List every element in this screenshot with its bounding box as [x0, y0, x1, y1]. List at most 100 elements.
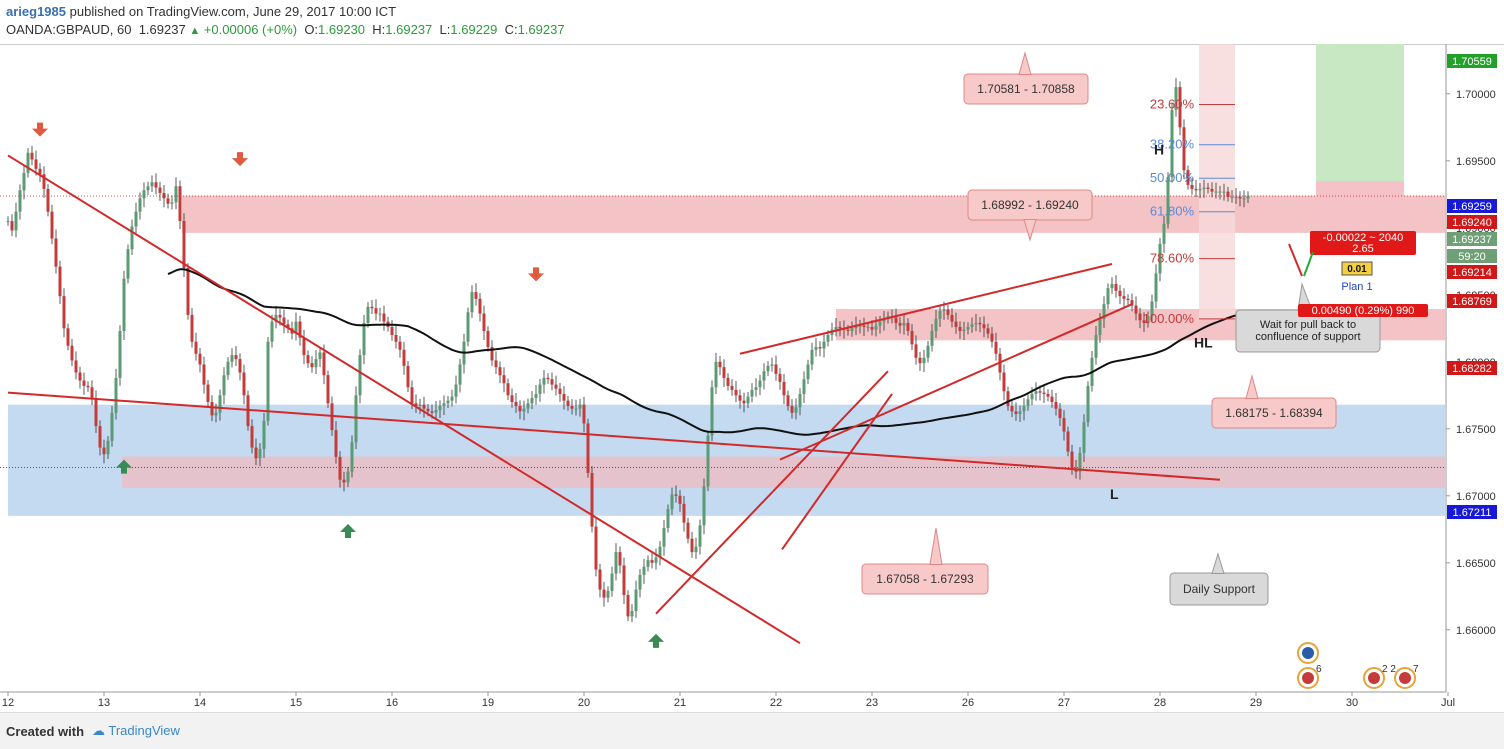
candle-body — [738, 395, 742, 401]
candle-body — [498, 367, 502, 376]
candle-body — [346, 471, 350, 483]
candle-body — [1050, 396, 1054, 402]
candle-body — [1006, 391, 1010, 407]
candle-body — [818, 347, 822, 349]
candle-body — [1174, 87, 1178, 110]
tradingview-logo[interactable]: ☁ TradingView — [92, 721, 180, 738]
projection-arrow-up — [1303, 251, 1314, 277]
candle-body — [354, 395, 358, 443]
candle-body — [690, 538, 694, 553]
event-count: 2 2 — [1382, 664, 1396, 675]
price-label-text: 1.67211 — [1453, 507, 1492, 519]
trend-line — [781, 393, 893, 550]
stop-badge — [1298, 304, 1428, 317]
candle-body — [54, 238, 58, 267]
sell-arrow-icon — [32, 122, 48, 137]
candle-body — [398, 341, 402, 350]
publish-info: published on TradingView.com, June 29, 2… — [69, 4, 397, 19]
price-label-badge — [1447, 232, 1497, 246]
candle-body — [694, 546, 698, 553]
candle-body — [534, 393, 538, 398]
candle-body — [1030, 393, 1034, 400]
price-label-badge — [1447, 54, 1497, 68]
candle-body — [1150, 301, 1154, 317]
candle-body — [986, 328, 990, 334]
candle-body — [782, 381, 786, 396]
price-label-text: 1.69214 — [1452, 267, 1492, 279]
open-label: O: — [304, 22, 319, 37]
zone-callout-label: 1.67058 - 1.67293 — [876, 572, 974, 586]
candle-body — [1046, 393, 1050, 397]
support-zone-lower — [122, 456, 1446, 489]
candle-body — [754, 387, 758, 390]
candle-body — [466, 312, 470, 342]
candle-body — [294, 321, 298, 334]
candle-body — [722, 367, 726, 378]
candle-body — [206, 384, 210, 402]
candle-body — [794, 407, 798, 413]
candle-body — [614, 552, 618, 574]
event-flag-inner — [1399, 672, 1411, 684]
candle-body — [250, 426, 254, 448]
x-tick-label: 14 — [194, 697, 206, 709]
last-price: 1.69237 — [138, 22, 186, 37]
candle-body — [1106, 288, 1110, 305]
trend-line — [7, 154, 801, 645]
candle-body — [442, 403, 446, 407]
zone-callout — [861, 563, 989, 595]
candle-body — [606, 590, 610, 598]
plan-text: Plan 1 — [1341, 281, 1372, 293]
y-tick-label: 1.67000 — [1456, 491, 1496, 503]
fib-level-label: 61.80% — [1150, 204, 1195, 219]
candle-body — [558, 388, 562, 394]
candle-body — [702, 486, 706, 526]
candle-body — [922, 357, 926, 364]
author-name[interactable]: arieg1985 — [6, 4, 66, 19]
candle-body — [146, 186, 150, 191]
candle-body — [114, 377, 118, 413]
x-tick-label: 20 — [578, 697, 590, 709]
candle-body — [414, 403, 418, 407]
swing-label-hh: HH — [1232, 44, 1252, 46]
candle-body — [730, 385, 734, 390]
candle-body — [610, 573, 614, 591]
candle-body — [274, 314, 278, 322]
candle-body — [1246, 196, 1250, 199]
candle-body — [1054, 402, 1058, 409]
candle-body — [102, 447, 106, 455]
footer-bar: Created with ☁ TradingView — [0, 712, 1504, 749]
candle-body — [326, 375, 330, 404]
candle-body — [374, 308, 378, 314]
candle-body — [874, 325, 878, 330]
stop-text: 0.00490 (0.29%) 990 — [1312, 305, 1415, 317]
candle-body — [302, 337, 306, 356]
lots-badge — [1341, 261, 1373, 276]
candle-body — [674, 494, 678, 496]
candle-body — [814, 347, 818, 350]
candle-body — [58, 266, 62, 297]
candle-body — [930, 330, 934, 346]
trend-line — [779, 303, 1133, 461]
candle-body — [906, 322, 910, 331]
buy-arrow-icon — [648, 633, 664, 648]
buy-arrow-icon — [116, 459, 132, 474]
candle-body — [594, 526, 598, 570]
candle-body — [762, 371, 766, 381]
candle-body — [1082, 422, 1086, 453]
candle-body — [218, 395, 222, 413]
candle-body — [958, 326, 962, 331]
candle-body — [634, 589, 638, 612]
candle-body — [826, 335, 830, 342]
candle-body — [238, 359, 242, 373]
price-label-text: 1.68769 — [1452, 296, 1492, 308]
candle-body — [526, 403, 530, 409]
candle-body — [1102, 304, 1106, 319]
candle-body — [1078, 452, 1082, 472]
candle-body — [278, 314, 282, 318]
price-chart[interactable]: 1.660001.665001.670001.675001.680001.685… — [0, 44, 1504, 712]
candle-body — [178, 186, 182, 222]
candle-body — [118, 330, 122, 378]
candle-body — [1198, 188, 1202, 191]
price-label-badge — [1447, 249, 1497, 263]
lots-text: 0.01 — [1347, 264, 1367, 275]
